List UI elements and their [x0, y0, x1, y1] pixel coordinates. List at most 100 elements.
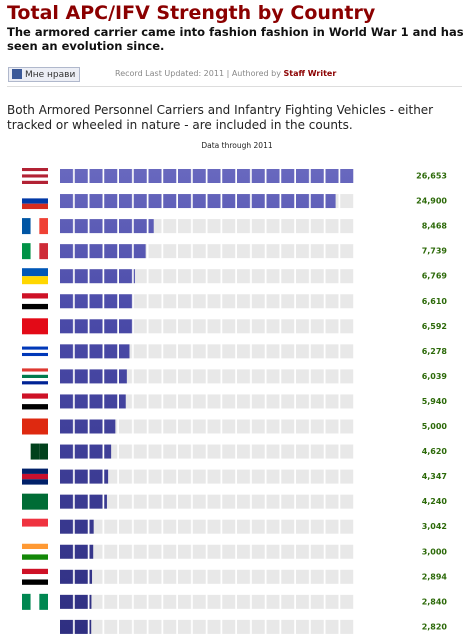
flag [22, 493, 48, 510]
flag [22, 479, 48, 485]
flag [22, 371, 48, 375]
flag [22, 374, 48, 378]
bar [60, 444, 112, 459]
flag [22, 193, 48, 199]
flag [22, 343, 48, 347]
flag [30, 243, 40, 260]
flag [22, 346, 48, 350]
chart-subtitle: Data through 2011 [201, 141, 272, 150]
bar-track [60, 469, 355, 484]
bar [60, 194, 336, 209]
value-label: 5,940 [422, 397, 448, 406]
flag [22, 318, 48, 335]
flag [22, 218, 31, 235]
flag [22, 298, 48, 304]
bar [60, 619, 92, 634]
flag [39, 218, 48, 235]
bar [60, 169, 355, 183]
bar-track [60, 569, 355, 584]
flag [22, 349, 48, 353]
value-label: 3,042 [422, 522, 447, 531]
value-label: 4,347 [422, 472, 447, 481]
flag [22, 368, 48, 372]
bar [60, 469, 109, 484]
flag [22, 404, 48, 410]
value-label: 26,653 [416, 172, 447, 181]
flag [22, 352, 48, 357]
flag [22, 618, 48, 635]
bar-track [60, 319, 355, 334]
bar [60, 269, 135, 284]
flag [22, 293, 48, 299]
flag [39, 443, 48, 460]
divider [7, 86, 462, 87]
bar [60, 294, 134, 309]
like-button[interactable]: Мне нрави [8, 67, 81, 82]
flag [22, 518, 48, 527]
value-label: 6,592 [422, 322, 447, 331]
bar [60, 419, 116, 434]
flag [22, 398, 48, 405]
flag [22, 356, 48, 360]
flag [22, 268, 48, 277]
flag [22, 174, 48, 178]
flag [22, 177, 48, 181]
flag [22, 198, 48, 204]
bar [60, 394, 126, 409]
byline-text: Record Last Updated: 2011 | Authored by [115, 69, 281, 78]
flag [22, 468, 48, 474]
value-label: 7,739 [422, 247, 448, 256]
bar [60, 219, 154, 234]
byline-author[interactable]: Staff Writer [283, 69, 337, 78]
value-label: 2,894 [422, 572, 448, 581]
byline: Record Last Updated: 2011 | Authored by … [115, 69, 336, 78]
flag [39, 243, 48, 260]
flag [22, 543, 48, 550]
flag [22, 574, 48, 580]
flag [22, 568, 48, 575]
bar-track [60, 619, 355, 634]
value-label: 4,620 [422, 447, 448, 456]
like-label: Мне нрави [25, 70, 76, 80]
bar-track [60, 344, 355, 359]
bar [60, 344, 130, 359]
value-label: 3,000 [422, 547, 448, 556]
bar-track [60, 594, 355, 609]
bar [60, 569, 93, 584]
bar-track [60, 369, 355, 384]
fb-icon [12, 69, 22, 79]
flag [22, 418, 48, 435]
page-subtitle: The armored carrier came into fashion fa… [7, 25, 464, 53]
flag [22, 593, 31, 610]
flag [22, 180, 48, 184]
flag [22, 203, 48, 210]
flag [22, 443, 31, 460]
bar-track [60, 419, 355, 434]
bar-track [60, 294, 355, 309]
flag [22, 579, 48, 585]
flag [22, 378, 48, 382]
bar [60, 594, 92, 609]
flag [22, 171, 48, 175]
flag [22, 473, 48, 480]
bar-track [60, 444, 355, 459]
value-label: 2,820 [422, 622, 448, 631]
value-label: 6,278 [422, 347, 448, 356]
value-label: 8,468 [422, 222, 448, 231]
flag [22, 303, 48, 310]
flag [22, 393, 48, 399]
value-label: 6,039 [422, 372, 448, 381]
intro-text: Both Armored Personnel Carriers and Infa… [7, 103, 434, 132]
flag [22, 168, 48, 172]
value-label: 6,769 [422, 272, 448, 281]
flag [22, 381, 48, 385]
value-label: 2,840 [422, 597, 448, 606]
flag [30, 218, 40, 235]
bar-track [60, 394, 355, 409]
value-label: 24,900 [416, 197, 447, 206]
bar [60, 369, 127, 384]
bar [60, 319, 133, 334]
flag [22, 549, 48, 555]
